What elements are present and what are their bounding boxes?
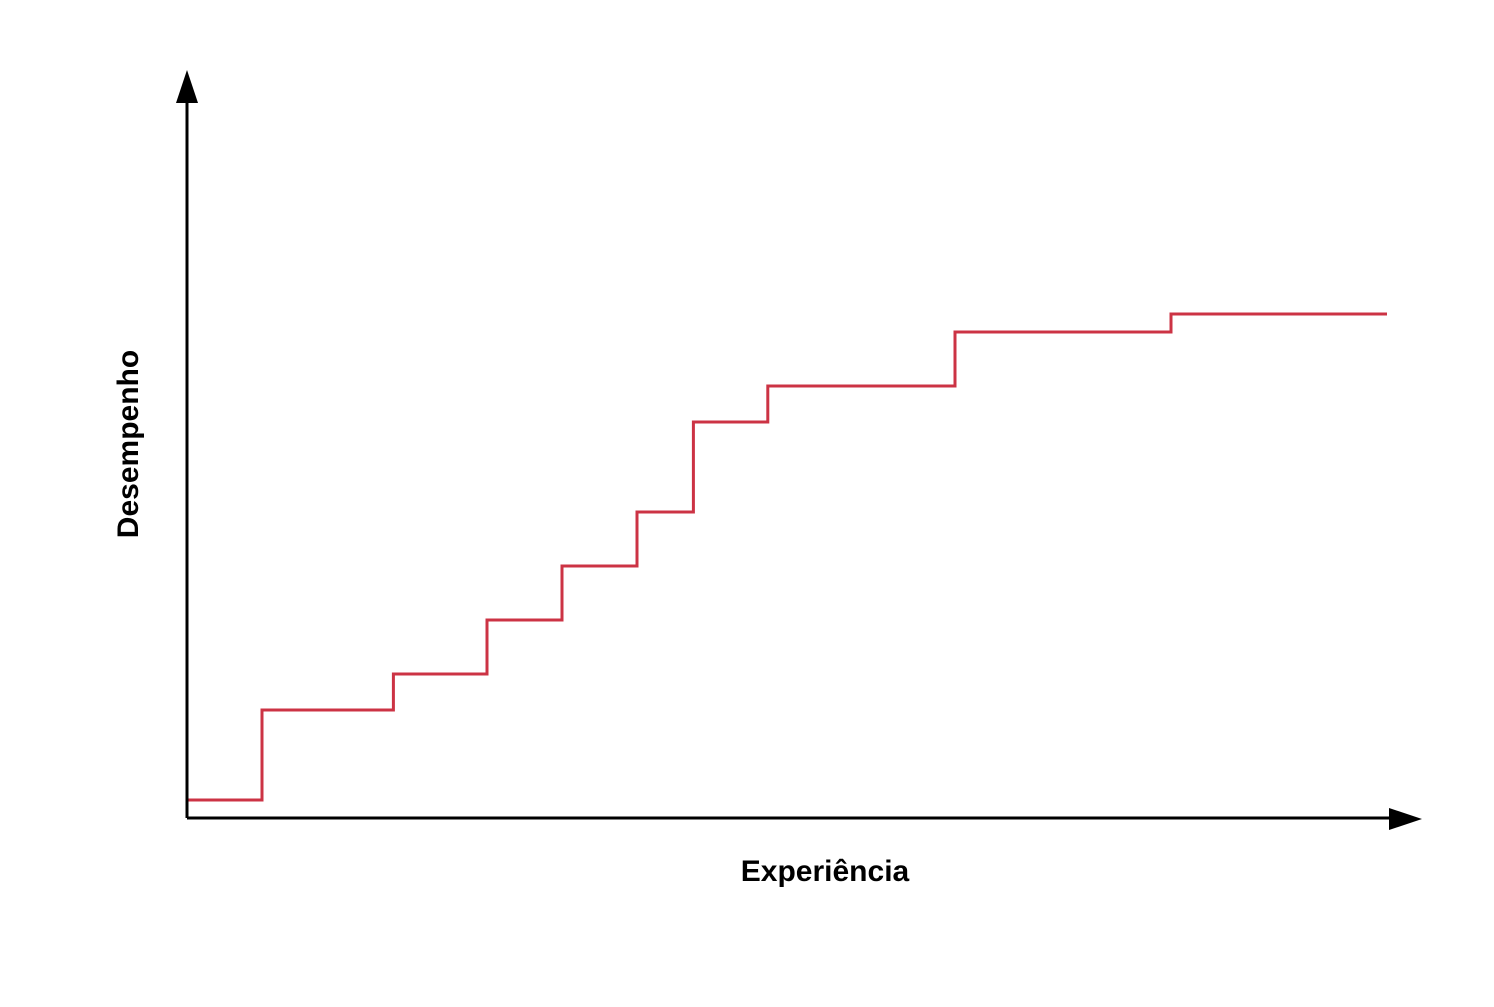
step-series-line-0 — [187, 312, 1387, 802]
plot-layer — [187, 312, 1387, 802]
x-axis-arrow-icon — [1389, 808, 1422, 830]
y-axis-arrow-icon — [176, 70, 198, 103]
y-axis-label: Desempenho — [112, 350, 145, 538]
x-axis-label: Experiência — [741, 855, 910, 888]
